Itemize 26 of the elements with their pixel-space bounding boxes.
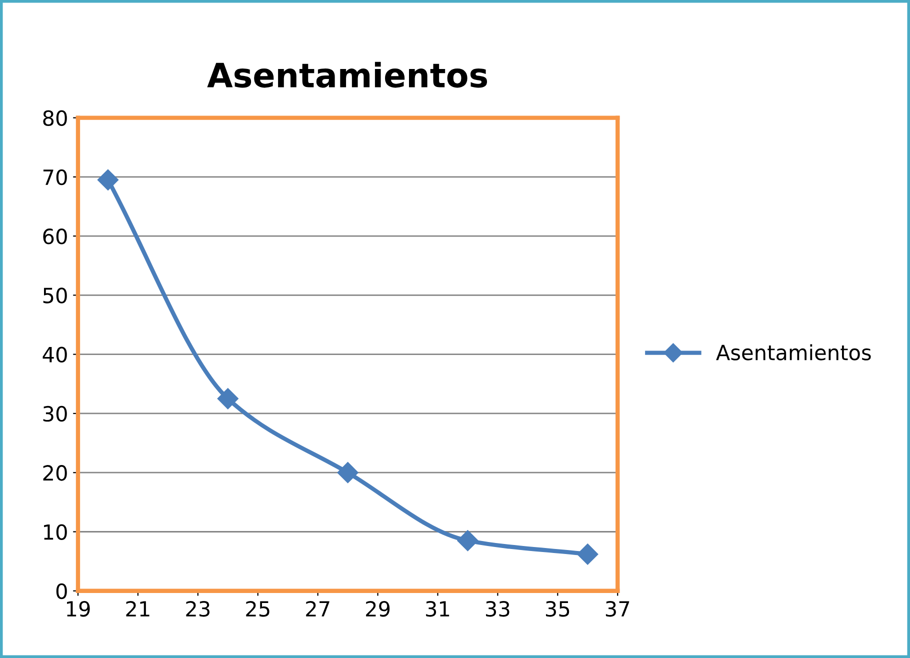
x-tick-label: 31 xyxy=(426,600,450,617)
y-tick-label: 50 xyxy=(43,288,67,304)
chart-title: Asentamientos xyxy=(207,62,488,88)
x-tick-label: 23 xyxy=(186,600,210,617)
y-tick-label: 30 xyxy=(43,406,67,422)
y-tick-label: 60 xyxy=(43,228,67,244)
point xyxy=(577,544,598,565)
legend-label: Asentamientos xyxy=(716,344,871,360)
x-tick-label: 27 xyxy=(306,600,330,616)
x-tick-label: 25 xyxy=(246,600,270,617)
x-tick-label: 29 xyxy=(366,600,390,617)
x-tick-label: 37 xyxy=(606,600,630,617)
y-tick-label: 10 xyxy=(44,524,67,540)
y-tick-label: 20 xyxy=(43,465,67,481)
point xyxy=(337,462,358,484)
y-tick-label: 80 xyxy=(43,110,67,126)
x-tick-label: 33 xyxy=(486,600,510,617)
x-tick-label: 21 xyxy=(126,600,150,616)
x-tick-label: 19 xyxy=(67,600,90,617)
point xyxy=(97,169,118,190)
point xyxy=(217,388,238,410)
y-tick-label: 40 xyxy=(42,346,67,363)
y-tick-label: 70 xyxy=(43,169,67,186)
y-tick-label: 0 xyxy=(56,583,67,600)
x-tick-label: 35 xyxy=(546,600,570,617)
point xyxy=(457,530,478,552)
